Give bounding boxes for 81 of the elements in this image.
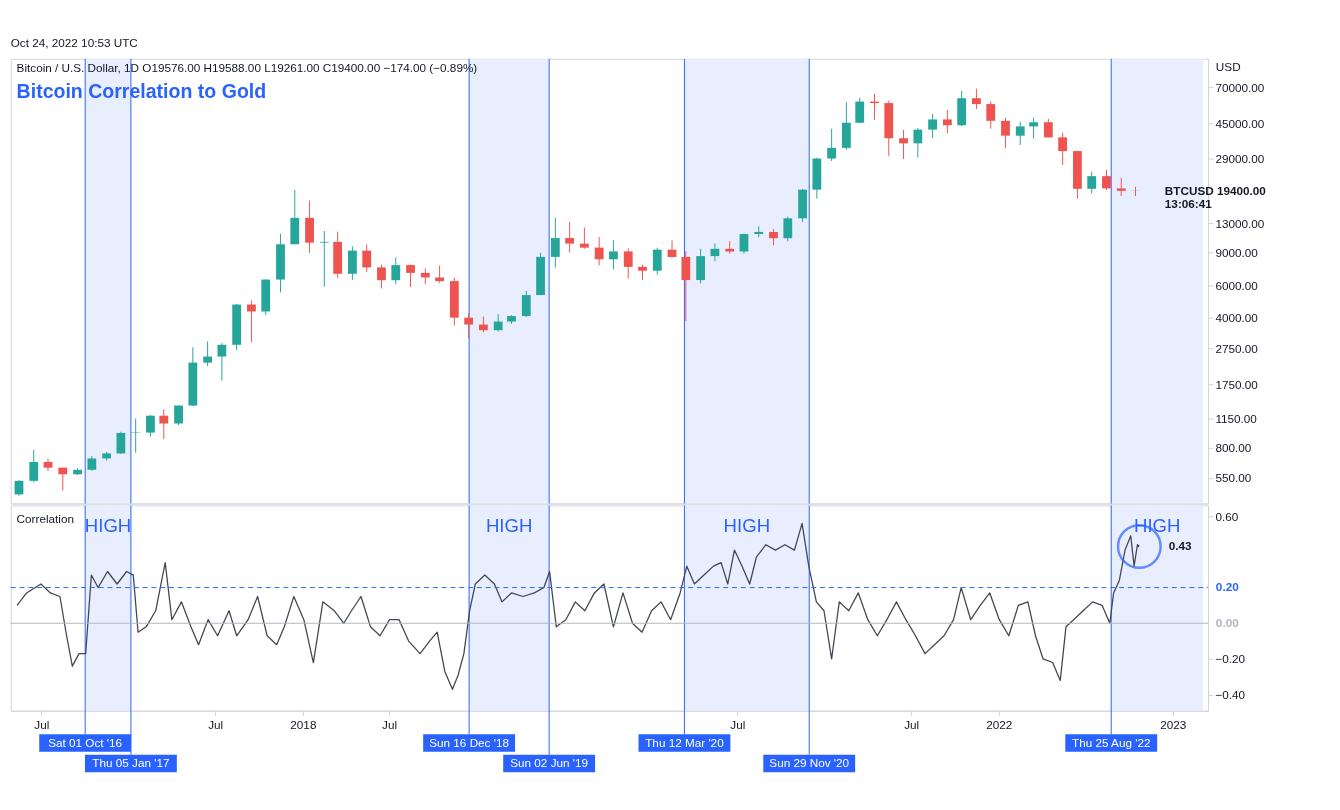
candlestick [913, 127, 923, 159]
y-tick-label: −0.20 [1215, 652, 1246, 666]
x-tick-label: Jul [730, 717, 746, 731]
x-tick-label: Jul [382, 717, 398, 731]
ref-line-label: Thu 05 Jan '17 [92, 756, 170, 770]
candlestick [319, 230, 329, 288]
band-label: HIGH [1134, 514, 1181, 536]
candlestick [348, 245, 357, 281]
text: Oct 24, 2022 10:53 UTC [10, 36, 139, 50]
candlestick [29, 449, 39, 483]
y-tick-label: 1150.00 [1215, 411, 1258, 425]
candlestick [203, 341, 212, 367]
candlestick [652, 247, 662, 276]
candlestick [594, 236, 604, 266]
y-tick-label: 13000.00 [1215, 216, 1265, 230]
candlestick [783, 216, 793, 242]
candlestick [928, 113, 937, 139]
x-tick-label: Jul [904, 717, 920, 731]
y-tick-label: 1750.00 [1215, 378, 1259, 392]
annotation: 13:06:41 [1164, 197, 1213, 211]
y-axis-title: USD [1215, 59, 1241, 73]
candlestick [827, 128, 837, 162]
candlestick [217, 342, 227, 382]
candlestick [1116, 177, 1126, 197]
y-axis-title: Correlation [16, 512, 74, 526]
candlestick [1058, 132, 1068, 166]
candlestick [972, 88, 981, 110]
x-tick-label: 2022 [986, 717, 1013, 731]
candlestick [681, 250, 691, 322]
annotation: BTCUSD 19400.00 [1164, 183, 1267, 197]
y-tick-label: 0.60 [1215, 509, 1239, 523]
annotation: 0.43 [1168, 539, 1192, 553]
y-tick-label: 2750.00 [1215, 341, 1259, 355]
ref-line-label: Sat 01 Oct '16 [48, 735, 123, 749]
x-tick-label: Jul [34, 717, 50, 731]
candlestick [159, 408, 169, 440]
x-tick-label: Jul [208, 717, 224, 731]
ref-line-label: Sun 29 Nov '20 [769, 756, 850, 770]
candlestick [1001, 117, 1010, 149]
ref-line-label: Thu 12 Mar '20 [645, 735, 725, 749]
candlestick [1102, 169, 1111, 191]
candlestick [986, 100, 996, 130]
candlestick [565, 221, 575, 253]
band-label: HIGH [84, 514, 132, 536]
candlestick [362, 243, 372, 273]
ref-line-label: Thu 25 Aug '22 [1071, 735, 1151, 749]
candlestick [146, 414, 155, 437]
candlestick [1043, 118, 1053, 139]
candlestick [1087, 171, 1097, 194]
y-tick-label: 4000.00 [1215, 311, 1259, 325]
candlestick [464, 312, 474, 339]
candlestick [609, 239, 618, 271]
candlestick [1029, 117, 1038, 139]
y-tick-label: 29000.00 [1215, 151, 1265, 165]
x-tick-label: 2023 [1160, 717, 1187, 731]
candlestick [550, 217, 560, 268]
candlestick [521, 290, 531, 318]
ref-line-label: Sun 16 Dec '18 [429, 735, 510, 749]
candlestick [623, 247, 633, 280]
candlestick [391, 256, 401, 285]
y-tick-label: 9000.00 [1215, 246, 1259, 260]
x-tick-label: 2018 [290, 717, 317, 731]
y-tick-label: −0.40 [1215, 688, 1246, 702]
candlestick [855, 97, 865, 124]
candlestick [1015, 121, 1025, 146]
ref-line-label: Sun 02 Jun '19 [510, 756, 589, 770]
candlestick [696, 248, 706, 284]
candlestick [942, 109, 952, 134]
band-label: HIGH [485, 514, 533, 536]
band-label: HIGH [723, 514, 771, 536]
y-tick-label: 800.00 [1215, 441, 1252, 455]
candlestick [377, 264, 386, 289]
ref-line-label: 0.00 [1215, 616, 1240, 630]
candlestick [580, 227, 589, 250]
ref-line-label: 0.20 [1215, 580, 1240, 594]
candlestick [899, 129, 908, 160]
y-tick-label: 550.00 [1215, 471, 1252, 485]
y-tick-label: 6000.00 [1215, 278, 1259, 292]
candlestick [43, 457, 53, 472]
y-tick-label: 70000.00 [1215, 80, 1265, 94]
y-tick-label: 45000.00 [1215, 116, 1265, 130]
